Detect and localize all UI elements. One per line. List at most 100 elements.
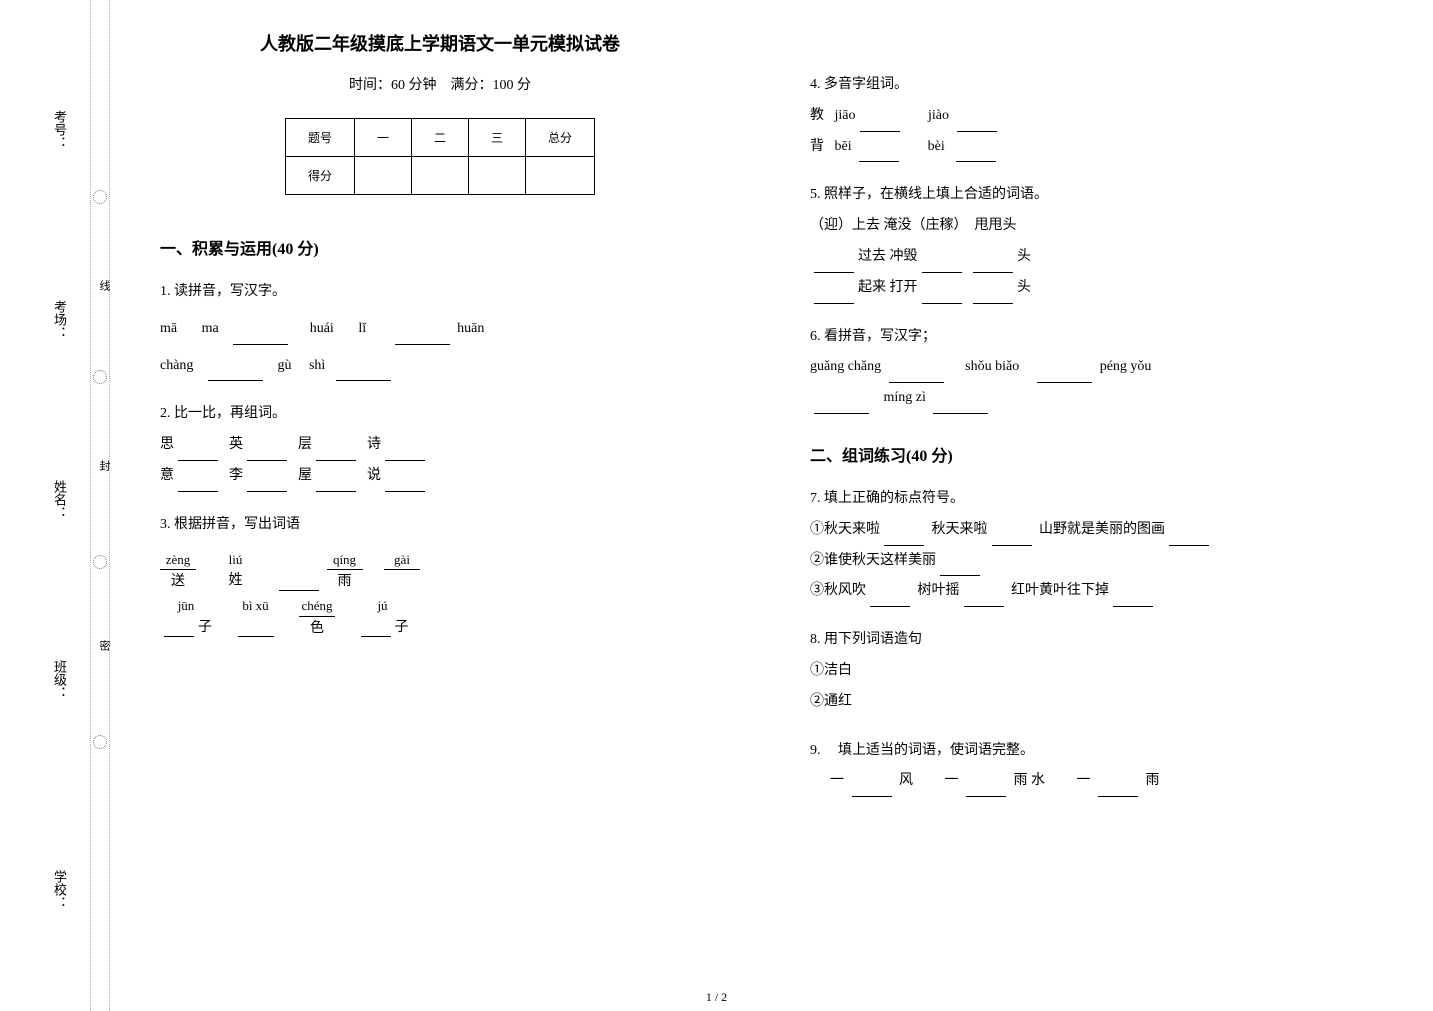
score-cell xyxy=(526,157,595,195)
q4-pinyin: jiào xyxy=(928,108,949,123)
answer-blank[interactable] xyxy=(1113,590,1153,607)
answer-blank[interactable] xyxy=(178,475,218,492)
answer-blank[interactable] xyxy=(870,590,910,607)
table-row: 题号 一 二 三 总分 xyxy=(285,119,594,157)
binding-label-xingming: 姓名： xyxy=(50,480,69,519)
answer-blank[interactable] xyxy=(922,287,962,304)
answer-blank[interactable] xyxy=(164,620,194,637)
suffix-char: 子 xyxy=(395,620,409,635)
answer-blank[interactable] xyxy=(922,256,962,273)
answer-blank[interactable] xyxy=(1037,366,1092,383)
q2-char: 说 xyxy=(367,468,381,483)
q1-pinyin: huái xyxy=(310,321,334,336)
pinyin: liú xyxy=(218,551,254,569)
q2-label: 2. 比一比，再组词。 xyxy=(160,399,720,430)
q9-label: 9. 填上适当的词语，使词语完整。 xyxy=(810,736,1370,767)
page-number: 1 / 2 xyxy=(706,990,727,1005)
answer-blank[interactable] xyxy=(933,397,988,414)
answer-blank[interactable] xyxy=(208,365,263,382)
answer-blank[interactable] xyxy=(316,444,356,461)
q1-pinyin: gù xyxy=(277,358,291,373)
answer-blank[interactable] xyxy=(247,475,287,492)
pinyin-block: chéng 色 xyxy=(299,597,335,638)
answer-blank[interactable] xyxy=(361,620,391,637)
score-header: 二 xyxy=(411,119,468,157)
answer-blank[interactable] xyxy=(852,780,892,797)
pinyin-block: gài xyxy=(384,551,420,592)
char-over-line[interactable] xyxy=(384,569,420,592)
binding-circle xyxy=(93,190,107,204)
suffix-char: 子 xyxy=(198,620,212,635)
q9-word: 雨 xyxy=(1146,773,1160,788)
pinyin-block: jūn 子 xyxy=(160,597,212,637)
q2-char: 诗 xyxy=(367,437,381,452)
pinyin-block: zèng 送 xyxy=(160,551,196,592)
answer-blank[interactable] xyxy=(238,620,274,637)
question-2: 2. 比一比，再组词。 思 英 层 诗 意 李 屋 说 xyxy=(160,399,720,491)
answer-blank[interactable] xyxy=(992,529,1032,546)
binding-circle xyxy=(93,370,107,384)
q7-text: ③秋风吹 xyxy=(810,583,866,598)
q5-text: 头 xyxy=(1017,280,1031,295)
answer-blank[interactable] xyxy=(973,287,1013,304)
answer-blank[interactable] xyxy=(956,146,996,163)
answer-blank[interactable] xyxy=(973,256,1013,273)
answer-blank[interactable] xyxy=(233,328,288,345)
answer-blank[interactable] xyxy=(860,115,900,132)
q7-text: 山野就是美丽的图画 xyxy=(1039,522,1165,537)
char: 子 xyxy=(160,616,212,638)
pinyin: gài xyxy=(384,551,420,569)
answer-blank[interactable] xyxy=(385,475,425,492)
binding-dash-char: 线 xyxy=(96,280,112,291)
binding-dash-char: 密 xyxy=(96,640,112,651)
answer-blank[interactable] xyxy=(385,444,425,461)
score-header: 一 xyxy=(354,119,411,157)
answer-blank[interactable] xyxy=(178,444,218,461)
answer-blank[interactable] xyxy=(247,444,287,461)
answer-blank[interactable] xyxy=(957,115,997,132)
q8-word: ①洁白 xyxy=(810,656,1370,687)
table-row: 得分 xyxy=(285,157,594,195)
question-1: 1. 读拼音，写汉字。 mā ma huái lǐ huān chàng gù … xyxy=(160,277,720,381)
q5-example: （迎）上去 淹没（庄稼） 甩甩头 xyxy=(810,211,1370,242)
answer-blank[interactable] xyxy=(1098,780,1138,797)
exam-subinfo: 时间：60 分钟 满分：100 分 xyxy=(160,74,720,94)
answer-blank[interactable] xyxy=(884,529,924,546)
answer-blank[interactable] xyxy=(395,328,450,345)
binding-circle xyxy=(93,555,107,569)
answer-blank[interactable] xyxy=(964,590,1004,607)
answer-blank[interactable] xyxy=(859,146,899,163)
q7-text: 红叶黄叶往下掉 xyxy=(1011,583,1109,598)
q1-label: 1. 读拼音，写汉字。 xyxy=(160,277,720,308)
q6-pinyin: guǎng chǎng xyxy=(810,359,881,374)
answer-blank[interactable] xyxy=(814,287,854,304)
answer-blank[interactable] xyxy=(814,397,869,414)
score-cell xyxy=(354,157,411,195)
q9-word: 雨 水 xyxy=(1014,773,1046,788)
char-over-line: 雨 xyxy=(327,569,363,592)
q8-label: 8. 用下列词语造句 xyxy=(810,625,1370,656)
question-6: 6. 看拼音，写汉字； guǎng chǎng shǒu biǎo péng y… xyxy=(810,322,1370,414)
answer-blank[interactable] xyxy=(1169,529,1209,546)
q2-char: 屋 xyxy=(298,468,312,483)
q5-text: 过去 冲毁 xyxy=(858,249,918,264)
q4-char: 背 xyxy=(810,139,824,154)
pinyin: qíng xyxy=(327,551,363,569)
q9-word: 风 xyxy=(899,773,913,788)
answer-blank[interactable] xyxy=(336,365,391,382)
q5-text: 头 xyxy=(1017,249,1031,264)
pinyin-block: bì xū xyxy=(234,597,278,637)
answer-blank[interactable] xyxy=(940,560,980,577)
answer-blank[interactable] xyxy=(279,575,319,592)
pinyin: bì xū xyxy=(234,597,278,615)
answer-blank[interactable] xyxy=(889,366,944,383)
exam-title: 人教版二年级摸底上学期语文一单元模拟试卷 xyxy=(160,30,720,56)
answer-blank[interactable] xyxy=(966,780,1006,797)
answer-blank[interactable] xyxy=(814,256,854,273)
answer-blank[interactable] xyxy=(316,475,356,492)
score-table: 题号 一 二 三 总分 得分 xyxy=(285,118,595,195)
pinyin-block: liú 姓 xyxy=(218,551,254,591)
char-over-line: 色 xyxy=(299,616,335,639)
binding-label-kaochang: 考场： xyxy=(50,300,69,339)
q1-pinyin: huān xyxy=(457,321,484,336)
